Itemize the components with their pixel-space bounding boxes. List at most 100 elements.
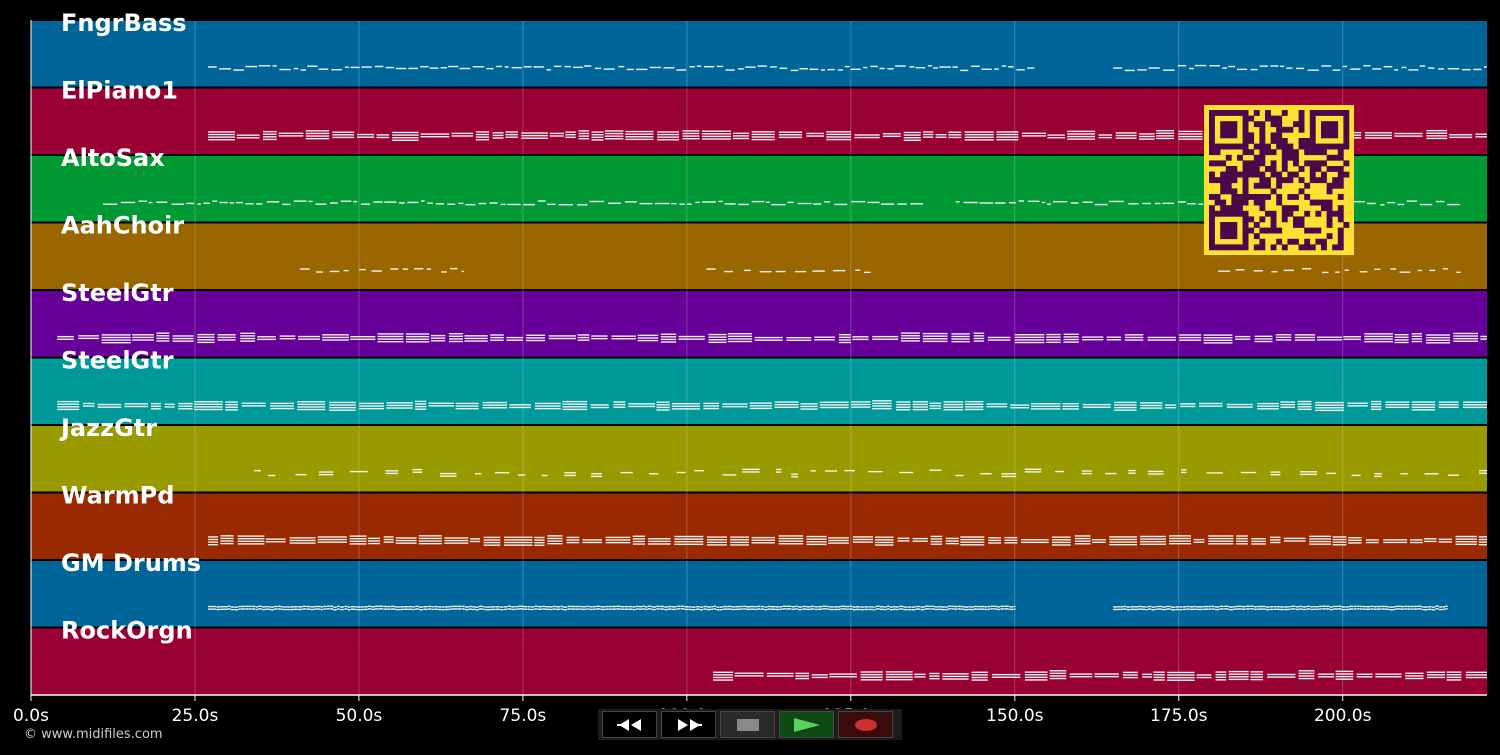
note <box>1203 334 1233 336</box>
note <box>708 333 727 336</box>
note <box>1298 677 1315 680</box>
note <box>1098 136 1113 139</box>
note <box>914 676 926 678</box>
note <box>525 334 546 336</box>
note <box>716 609 720 611</box>
note <box>934 606 938 608</box>
stop-button[interactable] <box>720 711 775 738</box>
note <box>911 606 916 608</box>
note <box>1082 201 1093 203</box>
qr-module <box>1253 160 1260 167</box>
note <box>1351 474 1361 477</box>
qr-module <box>1343 110 1350 116</box>
note <box>724 605 728 608</box>
qr-module <box>1214 244 1221 251</box>
note <box>988 537 1002 539</box>
note <box>208 133 235 136</box>
note <box>1062 403 1079 405</box>
qr-module <box>1259 227 1266 234</box>
qr-module <box>1315 149 1322 156</box>
note <box>1428 606 1432 608</box>
note <box>236 137 260 139</box>
note <box>587 605 590 608</box>
qr-module <box>1248 171 1255 178</box>
note <box>696 65 702 67</box>
note <box>1128 469 1136 472</box>
note <box>1175 608 1180 611</box>
track-label: GM Drums <box>61 549 201 577</box>
qr-module <box>1281 154 1288 161</box>
note <box>548 335 577 337</box>
note <box>751 133 775 136</box>
note <box>1206 472 1223 474</box>
note <box>538 605 543 608</box>
fast-forward-button[interactable] <box>661 711 716 738</box>
note <box>475 606 479 608</box>
note <box>979 202 994 204</box>
qr-module <box>1309 121 1316 128</box>
record-button[interactable] <box>838 711 893 738</box>
qr-module <box>1225 188 1232 195</box>
note <box>1438 68 1445 70</box>
note <box>262 606 265 608</box>
note <box>834 606 838 608</box>
note <box>1380 204 1385 206</box>
note <box>1335 670 1354 673</box>
note <box>674 543 704 546</box>
note <box>713 605 716 607</box>
note <box>730 544 749 546</box>
note <box>1479 469 1487 472</box>
note <box>234 609 239 611</box>
qr-module <box>1281 216 1288 223</box>
qr-module <box>1237 143 1243 150</box>
note <box>749 407 772 410</box>
qr-code[interactable] <box>1204 105 1354 255</box>
note <box>1126 608 1131 611</box>
note <box>1024 676 1048 679</box>
qr-module <box>1332 132 1339 139</box>
qr-module <box>1315 199 1322 206</box>
note <box>988 539 1002 542</box>
play-button[interactable] <box>779 711 834 738</box>
note <box>1215 679 1227 681</box>
note <box>791 605 796 608</box>
note <box>1203 605 1209 608</box>
note <box>855 608 861 611</box>
note <box>1398 605 1401 608</box>
note <box>924 608 930 610</box>
note <box>1047 203 1051 205</box>
note <box>216 608 221 611</box>
note <box>1256 605 1259 608</box>
note <box>682 137 700 140</box>
note <box>887 68 894 70</box>
note <box>1365 541 1379 544</box>
qr-module <box>1321 177 1327 184</box>
note <box>605 605 609 608</box>
note <box>1114 409 1137 411</box>
note <box>707 608 712 611</box>
note <box>302 605 307 608</box>
note <box>948 134 962 136</box>
note <box>945 608 948 611</box>
note <box>1275 336 1292 339</box>
qr-module <box>1326 216 1333 223</box>
qr-module <box>1242 227 1249 234</box>
note <box>875 608 880 610</box>
note <box>208 536 219 538</box>
note <box>701 130 732 132</box>
tick-label: 50.0s <box>336 706 383 726</box>
note <box>178 405 193 407</box>
note <box>1177 64 1187 67</box>
qr-module <box>1270 244 1277 251</box>
note <box>1250 68 1258 71</box>
note <box>323 605 327 608</box>
note <box>960 69 969 72</box>
qr-module <box>1265 210 1271 217</box>
note <box>1241 608 1246 610</box>
note <box>217 334 236 336</box>
note <box>899 608 904 610</box>
note <box>565 134 576 136</box>
note <box>834 608 838 611</box>
rewind-button[interactable] <box>602 711 657 738</box>
note <box>942 678 969 680</box>
